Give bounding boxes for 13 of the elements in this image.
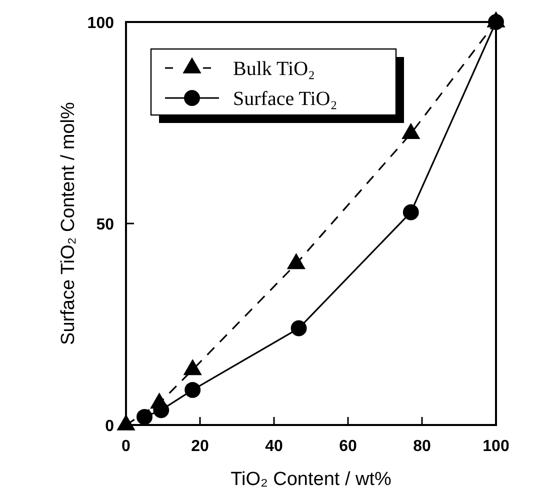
y-tick-label: 100 bbox=[87, 15, 114, 32]
x-tick-label: 80 bbox=[413, 438, 431, 455]
x-axis-title: TiO₂ Content / wt% bbox=[230, 469, 392, 490]
y-tick-label: 50 bbox=[96, 216, 114, 234]
legend-label: Bulk TiO₂ bbox=[233, 58, 316, 80]
x-tick-label: 60 bbox=[339, 438, 357, 455]
y-axis-title: Surface TiO₂ Content / mol% bbox=[58, 102, 79, 345]
x-tick-label: 0 bbox=[122, 438, 131, 455]
x-tick-label: 20 bbox=[191, 438, 209, 455]
x-tick-label: 40 bbox=[265, 438, 283, 455]
y-tick-label: 0 bbox=[105, 418, 114, 435]
x-tick-label: 100 bbox=[482, 438, 510, 455]
legend-label: Surface TiO₂ bbox=[233, 88, 338, 110]
